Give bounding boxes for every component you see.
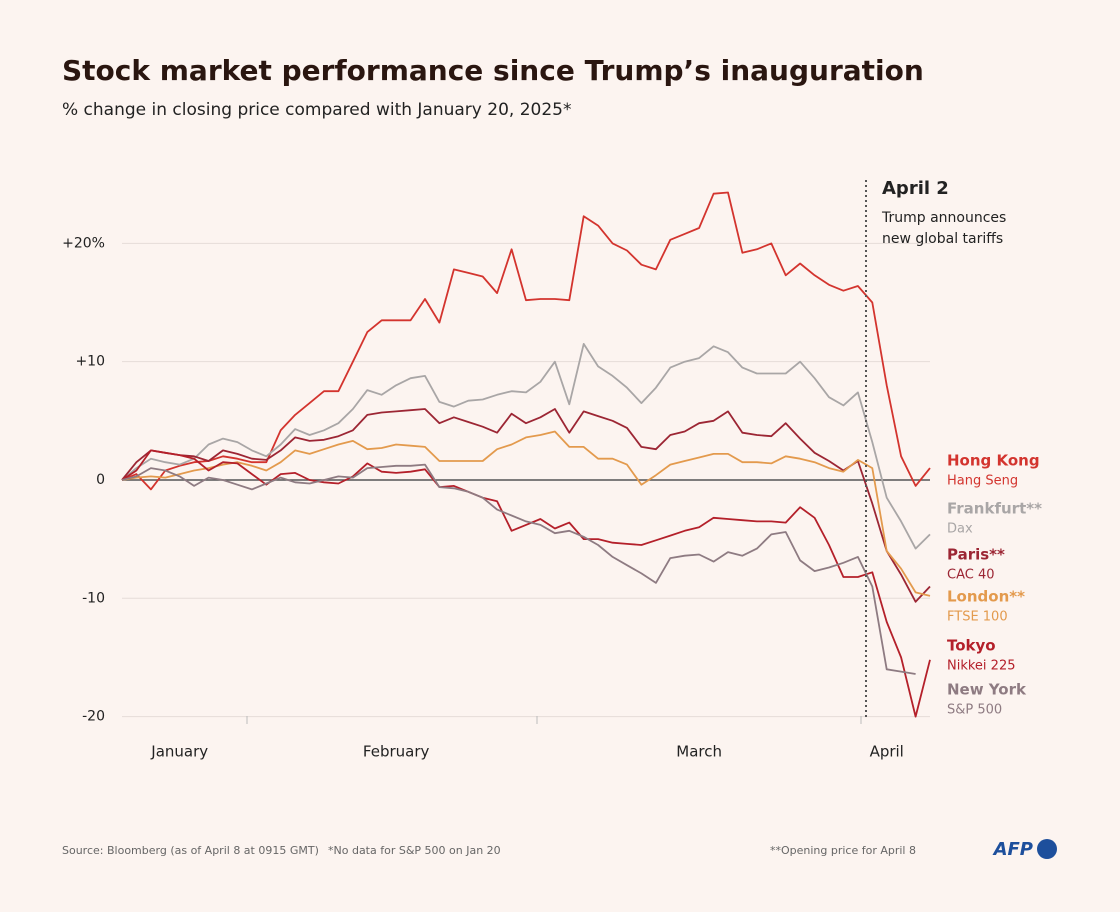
footnote: **Opening price for April 8 xyxy=(770,844,916,857)
y-tick-label: -10 xyxy=(82,590,105,606)
source: Source: Bloomberg (as of April 8 at 0915… xyxy=(62,844,319,857)
legend-label: New York xyxy=(947,681,1027,699)
series-line xyxy=(121,191,931,491)
annotation-text: Trump announces xyxy=(881,210,1006,226)
series-line xyxy=(121,343,931,550)
y-tick-label: -20 xyxy=(82,709,105,725)
legend-sublabel: CAC 40 xyxy=(947,568,995,583)
series-line xyxy=(121,430,931,597)
chart-title: Stock market performance since Trump’s i… xyxy=(62,54,924,87)
legend-label: Paris** xyxy=(947,546,1005,564)
legend-label: Hong Kong xyxy=(947,452,1040,470)
legend-label: London** xyxy=(947,588,1025,606)
series-line xyxy=(121,463,916,675)
chart-subtitle: % change in closing price compared with … xyxy=(62,100,571,120)
x-tick-label: January xyxy=(150,743,208,761)
legend-sublabel: FTSE 100 xyxy=(947,610,1008,625)
footnote: *No data for S&P 500 on Jan 20 xyxy=(328,844,501,857)
logo-dot xyxy=(1037,839,1057,859)
legend-sublabel: Dax xyxy=(947,522,973,537)
logo: AFP xyxy=(992,839,1033,860)
y-tick-label: +20% xyxy=(62,235,105,251)
series-line xyxy=(121,408,931,603)
series-line xyxy=(121,449,931,718)
x-tick-label: February xyxy=(363,743,430,761)
legend-sublabel: S&P 500 xyxy=(947,703,1002,718)
legend-sublabel: Hang Seng xyxy=(947,474,1018,489)
y-tick-label: 0 xyxy=(96,472,105,488)
legend-sublabel: Nikkei 225 xyxy=(947,659,1016,674)
legend-label: Frankfurt** xyxy=(947,500,1042,518)
y-tick-label: +10 xyxy=(75,354,105,370)
legend-label: Tokyo xyxy=(947,637,996,655)
x-tick-label: April xyxy=(870,743,904,761)
x-tick-label: March xyxy=(676,743,722,761)
annotation-text: new global tariffs xyxy=(882,231,1003,247)
annotation-label: April 2 xyxy=(882,178,949,199)
